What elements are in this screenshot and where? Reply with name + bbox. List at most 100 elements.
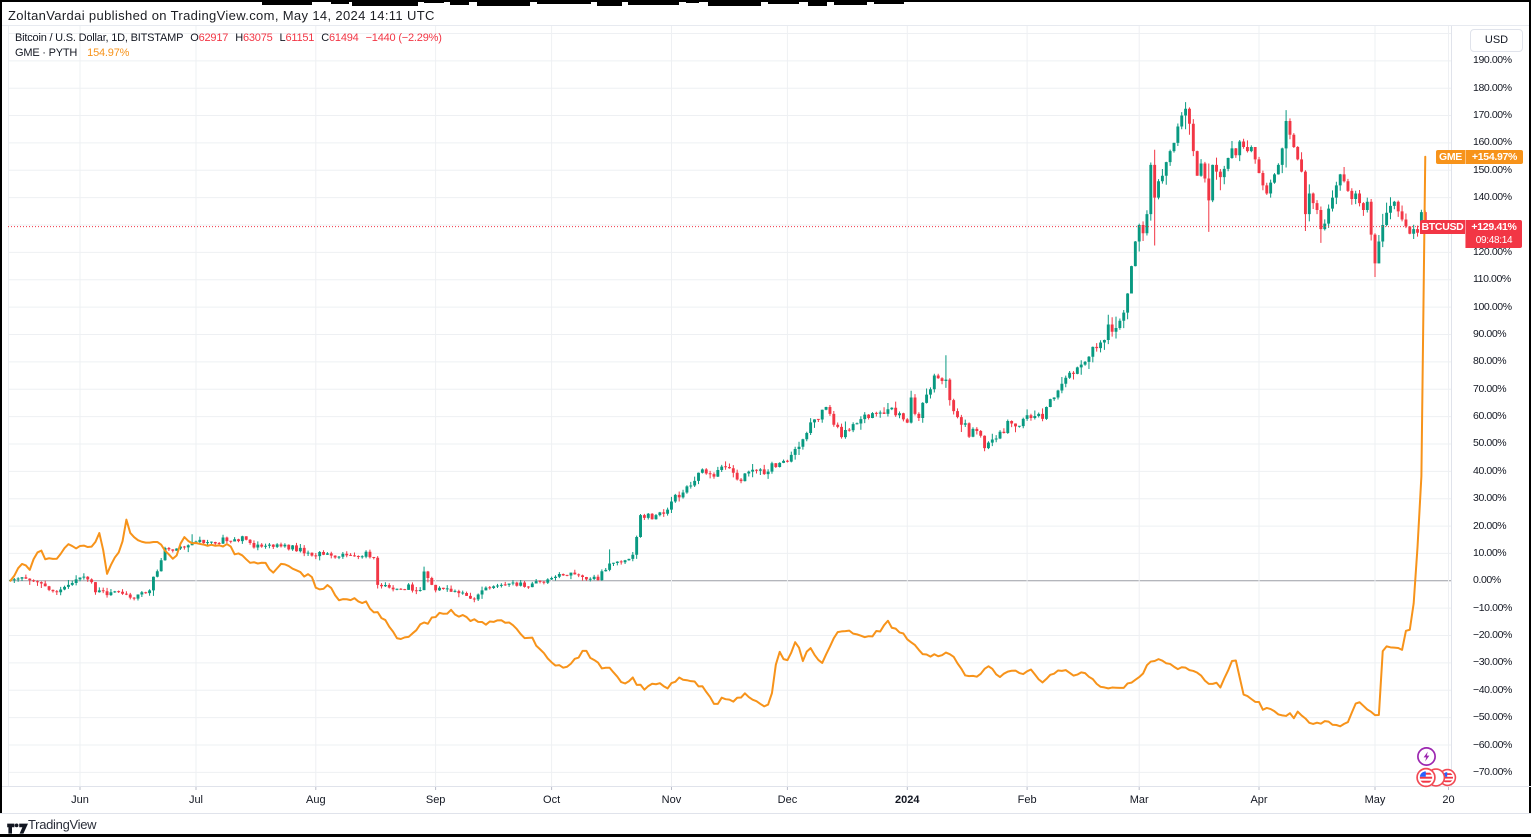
time-axis-label: 20	[1442, 794, 1455, 806]
page-edge-right	[1529, 0, 1531, 837]
price-axis-label: −20.00%	[1473, 629, 1512, 642]
price-axis-label: 150.00%	[1473, 163, 1512, 176]
tradingview-logo-icon[interactable]	[7, 823, 29, 835]
headline-fragment	[768, 0, 799, 4]
btc-bodies-up	[8, 108, 1423, 600]
legend-ohlc-key: C	[321, 32, 329, 44]
timeline-event-icons	[1416, 747, 1457, 788]
lightning-event-icon[interactable]	[1417, 747, 1436, 766]
headline-fragment	[708, 0, 761, 6]
gme-price-tag: GME +154.97%	[1436, 149, 1523, 164]
attribution-text: ZoltanVardai published on TradingView.co…	[8, 9, 435, 23]
time-axis-label: 2024	[895, 794, 920, 806]
currency-unit-button[interactable]: USD	[1470, 29, 1523, 52]
legend-compare-row[interactable]: GME · PYTH 154.97%	[15, 46, 442, 60]
price-axis-label: 100.00%	[1473, 300, 1512, 313]
btc-price-tag-symbol: BTCUSD	[1420, 219, 1465, 234]
btc-candlestick-series	[8, 102, 1427, 603]
price-axis-label: 140.00%	[1473, 191, 1512, 204]
attribution-divider	[2, 25, 1529, 26]
time-axis-label: Oct	[543, 794, 561, 806]
price-axis-label: 80.00%	[1473, 355, 1507, 368]
headline-fragment	[834, 0, 867, 5]
headline-fragment	[808, 0, 827, 6]
legend-ohlc-key: L	[279, 32, 286, 44]
us-flag-event-icon[interactable]	[1416, 767, 1436, 788]
time-axis-label: May	[1364, 794, 1386, 806]
btc-price-tag-value: +129.41% 09:48:14	[1465, 219, 1522, 248]
price-scale-divider	[1451, 26, 1452, 786]
price-axis-label: 180.00%	[1473, 81, 1512, 94]
price-axis-label: −60.00%	[1473, 738, 1512, 751]
price-axis-label: −70.00%	[1473, 765, 1512, 778]
headline-fragment	[262, 0, 312, 5]
page-edge-top	[0, 0, 1531, 2]
headline-fragment	[628, 0, 679, 5]
price-axis-label: −10.00%	[1473, 601, 1512, 614]
legend-ohlc-key: H	[235, 32, 243, 44]
legend-symbol-title: Bitcoin / U.S. Dollar, 1D, BITSTAMP	[15, 32, 184, 44]
headline-fragment	[331, 0, 349, 4]
headline-fragment	[477, 0, 530, 6]
price-axis-label: 190.00%	[1473, 54, 1512, 67]
time-axis-label: Aug	[306, 794, 326, 806]
legend-main-row[interactable]: Bitcoin / U.S. Dollar, 1D, BITSTAMP O6291…	[15, 31, 442, 45]
headline-fragment	[597, 0, 622, 6]
btc-wicks-down	[25, 107, 1426, 603]
time-axis-label: Dec	[777, 794, 798, 806]
legend-ohlc-value: 61494	[328, 32, 359, 44]
footer-bar: TradingView	[0, 814, 1531, 834]
attribution-detail: published on TradingView.com, May 14, 20…	[88, 8, 435, 23]
gme-price-tag-symbol: GME	[1438, 150, 1463, 163]
time-axis-label: Jun	[71, 794, 89, 806]
price-axis-label: 160.00%	[1473, 136, 1512, 149]
price-axis-label: 170.00%	[1473, 109, 1512, 122]
page-edge-bottom	[0, 834, 1531, 837]
price-axis-label: −30.00%	[1473, 656, 1512, 669]
attribution-author: ZoltanVardai	[8, 8, 85, 23]
btc-countdown: 09:48:14	[1475, 234, 1513, 246]
legend-ohlc-value: 63075	[242, 32, 273, 44]
legend-ohlc-value: 61151	[285, 32, 315, 44]
time-axis-label: Apr	[1250, 794, 1268, 806]
price-axis-label: 30.00%	[1473, 492, 1507, 505]
time-axis-label: Sep	[425, 794, 446, 806]
btc-price-tag: BTCUSD +129.41% 09:48:14	[1420, 219, 1522, 248]
legend-compare-title: GME · PYTH	[15, 47, 78, 59]
price-axis-label: 90.00%	[1473, 327, 1507, 340]
grid-lines	[8, 26, 1451, 790]
time-axis-label: Jul	[188, 794, 203, 806]
price-axis-label: −40.00%	[1473, 683, 1512, 696]
time-axis-label: Feb	[1017, 794, 1037, 806]
legend-ohlc-values: O62917 H63075 L61151 C61494	[183, 32, 359, 44]
gme-price-tag-value: +154.97%	[1465, 149, 1523, 164]
price-axis-label: 110.00%	[1473, 273, 1511, 286]
time-axis-label: Mar	[1129, 794, 1149, 806]
legend-change: −1440 (−2.29%)	[365, 32, 442, 44]
headline-fragment	[874, 0, 904, 4]
gme-compare-line	[9, 155, 1427, 728]
price-axis-label: 60.00%	[1473, 410, 1507, 423]
snapshot-bottom-divider	[0, 813, 1531, 814]
legend-ohlc-key: O	[190, 32, 199, 44]
price-axis-label: 40.00%	[1473, 464, 1507, 477]
headline-fragment	[450, 0, 469, 5]
price-axis-label: 120.00%	[1473, 245, 1512, 258]
price-axis-label: −50.00%	[1473, 711, 1512, 724]
btc-price-tag-pct: +129.41%	[1471, 220, 1517, 233]
price-axis-label: 10.00%	[1473, 546, 1507, 559]
legend-compare-value: 154.97%	[87, 47, 130, 59]
price-axis-label: 50.00%	[1473, 437, 1507, 450]
price-axis-label: 20.00%	[1473, 519, 1507, 532]
gme-line	[9, 155, 1427, 728]
chart-legend: Bitcoin / U.S. Dollar, 1D, BITSTAMP O6291…	[15, 31, 442, 60]
time-axis-label: Nov	[661, 794, 682, 806]
price-axis-label: 70.00%	[1473, 382, 1507, 395]
tradingview-wordmark[interactable]: TradingView	[28, 817, 97, 832]
headline-fragment	[537, 0, 591, 4]
price-axis-label: 0.00%	[1473, 574, 1501, 587]
time-scale-divider	[2, 786, 1531, 787]
page-edge-left	[0, 0, 2, 813]
